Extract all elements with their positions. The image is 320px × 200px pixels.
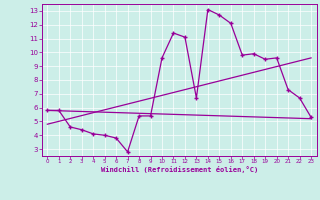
X-axis label: Windchill (Refroidissement éolien,°C): Windchill (Refroidissement éolien,°C) xyxy=(100,166,258,173)
